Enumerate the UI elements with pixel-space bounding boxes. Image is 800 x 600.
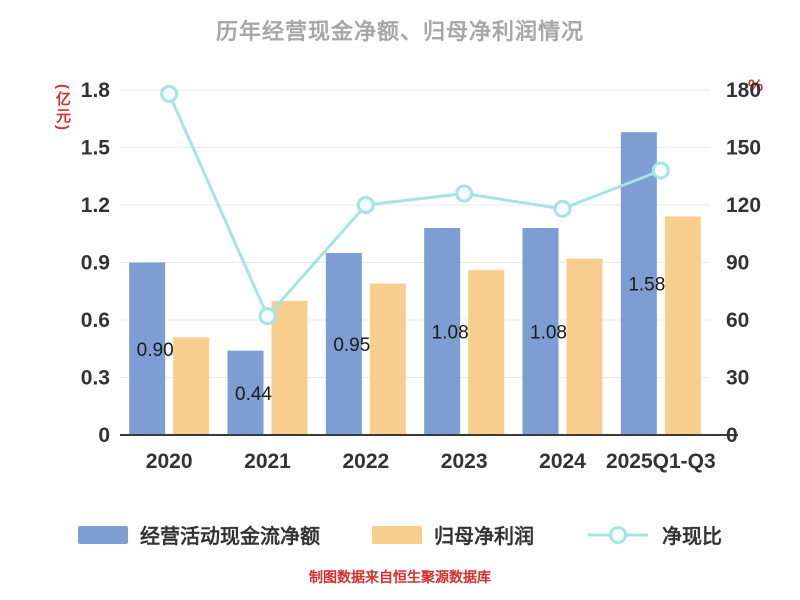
- x-axis-label-2021: 2021: [244, 450, 291, 473]
- left-axis-tick: 1.2: [81, 194, 110, 217]
- x-axis-label-2020: 2020: [146, 450, 193, 473]
- left-axis-tick: 0.6: [81, 309, 110, 332]
- right-axis-tick: 60: [726, 309, 749, 332]
- left-axis-unit: (亿元): [54, 84, 71, 132]
- bar-net-profit-2025Q1-Q3: [664, 216, 701, 435]
- legend: 经营活动现金流净额 归母净利润 净现比: [0, 520, 800, 549]
- right-axis-unit: %: [748, 76, 764, 95]
- bar-operating-cash-2024: [522, 228, 559, 435]
- bar-net-profit-2022: [369, 283, 406, 435]
- line-marker-2022: [356, 196, 375, 214]
- right-axis-tick: 30: [726, 367, 749, 390]
- bar-net-profit-2020: [173, 337, 210, 435]
- legend-swatch-net-profit: [372, 525, 422, 544]
- bar-net-profit-2023: [468, 270, 505, 435]
- bar-value-label-2022: 0.95: [333, 335, 370, 356]
- line-marker-2025Q1-Q3: [651, 161, 670, 180]
- x-axis-label-2023: 2023: [441, 450, 488, 473]
- right-axis-tick: 120: [726, 194, 761, 217]
- left-axis-tick: 1.5: [81, 137, 111, 160]
- chart-title: 历年经营现金净额、归母净利润情况: [215, 19, 584, 44]
- left-axis-tick: 0.3: [81, 367, 110, 390]
- data-source-note: 制图数据来自恒生聚源数据库: [309, 569, 491, 585]
- line-marker-2021: [258, 307, 277, 326]
- bar-value-label-2021: 0.44: [235, 384, 272, 405]
- right-axis-tick: 150: [726, 137, 761, 160]
- legend-item-operating-cash: 经营活动现金流净额: [78, 520, 320, 549]
- legend-item-cash-ratio: 净现比: [586, 520, 722, 549]
- left-axis-tick: 0.9: [81, 252, 110, 275]
- x-axis-label-2024: 2024: [539, 450, 586, 473]
- bar-net-profit-2024: [566, 258, 603, 435]
- bar-operating-cash-2021: [227, 350, 264, 435]
- bar-net-profit-2021: [271, 300, 308, 435]
- bar-operating-cash-2020: [129, 262, 166, 435]
- x-axis-label-2025Q1-Q3: 2025Q1-Q3: [606, 450, 716, 473]
- cash-ratio-line: [167, 93, 662, 319]
- line-marker-2020: [160, 84, 179, 103]
- bar-value-label-2025Q1-Q3: 1.58: [628, 275, 665, 296]
- line-marker-2024: [553, 199, 572, 218]
- bar-value-label-2023: 1.08: [432, 323, 469, 344]
- left-axis-tick: 0: [98, 424, 110, 447]
- legend-label-net-profit: 归母净利润: [434, 526, 534, 548]
- left-axis-tick: 1.8: [81, 79, 111, 102]
- bar-operating-cash-2022: [325, 252, 362, 435]
- right-axis-tick: 0: [726, 424, 738, 447]
- legend-swatch-operating-cash: [78, 525, 128, 544]
- right-axis-tick: 90: [726, 252, 749, 275]
- legend-label-operating-cash: 经营活动现金流净额: [140, 526, 320, 548]
- bar-operating-cash-2023: [424, 228, 461, 435]
- bar-value-label-2024: 1.08: [530, 323, 567, 344]
- legend-line-marker-icon: [588, 525, 648, 544]
- legend-item-net-profit: 归母净利润: [372, 520, 534, 549]
- right-axis-tick: 180: [726, 79, 761, 102]
- legend-label-cash-ratio: 净现比: [662, 526, 722, 548]
- x-axis-label-2022: 2022: [342, 450, 389, 473]
- bar-value-label-2020: 0.90: [137, 340, 174, 361]
- line-marker-2023: [455, 184, 474, 203]
